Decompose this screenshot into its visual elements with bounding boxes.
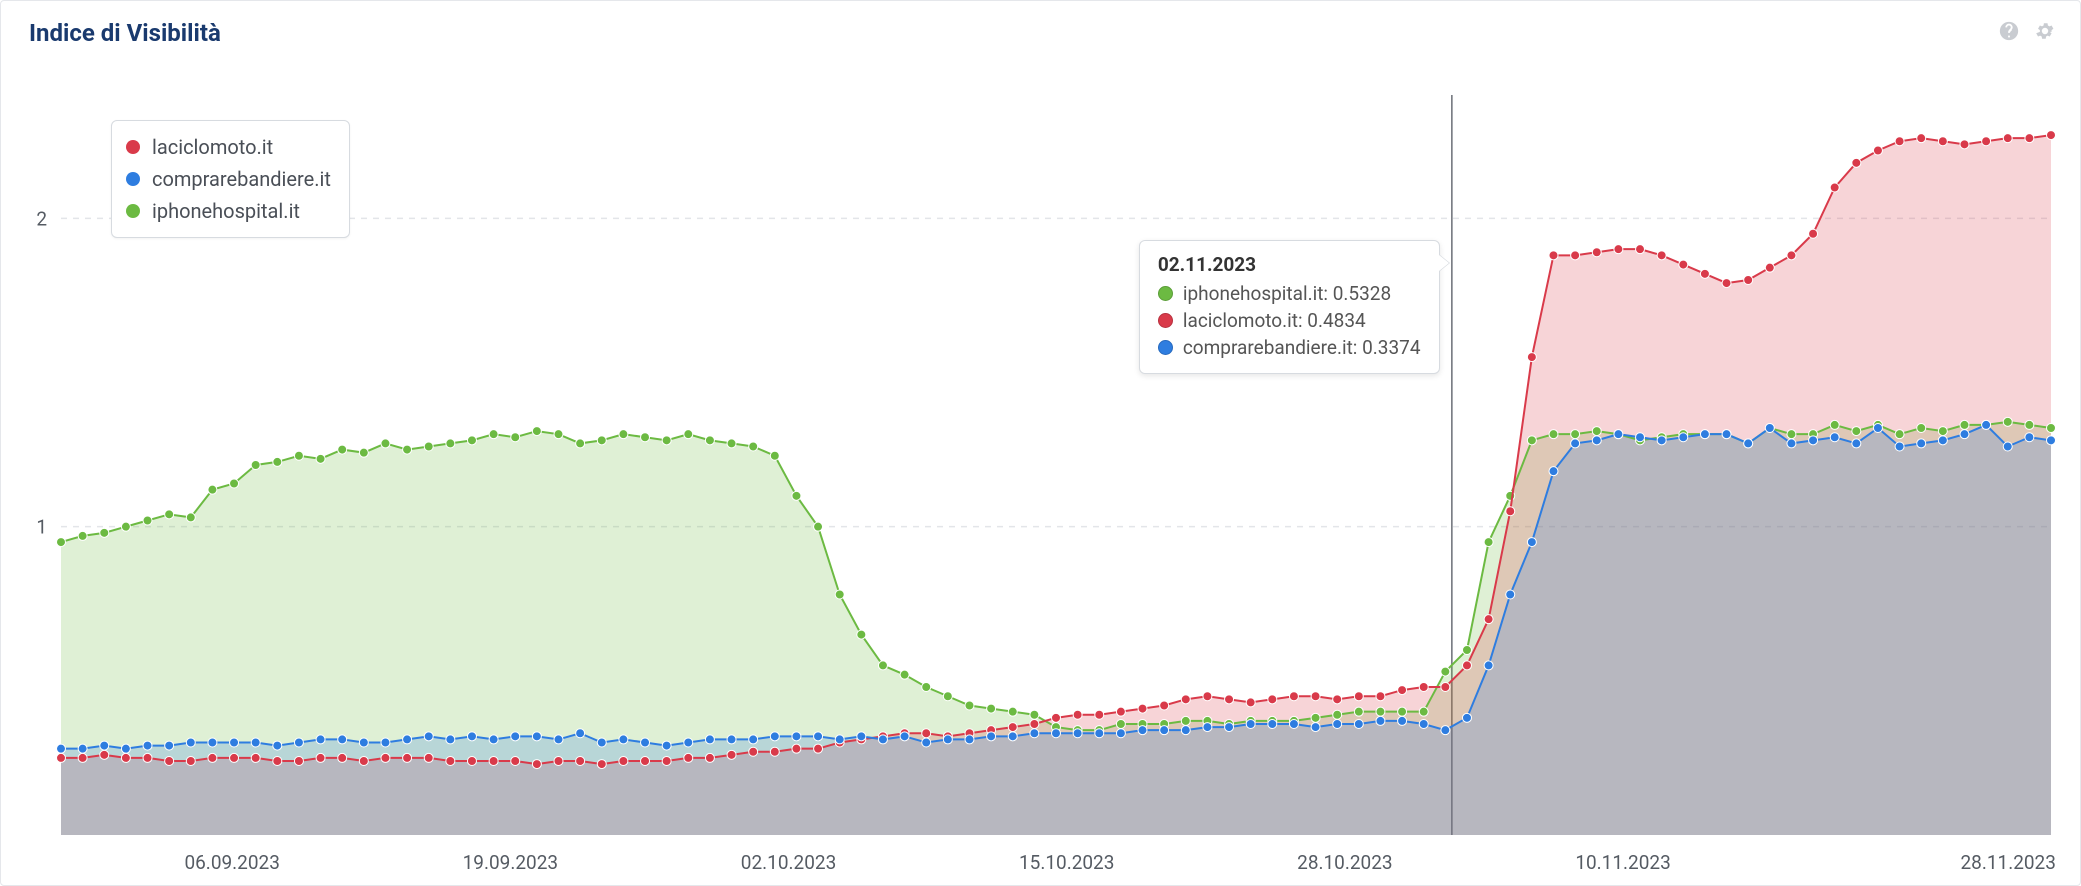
tooltip-row: laciclomoto.it: 0.4834: [1158, 307, 1421, 334]
legend-label: laciclomoto.it: [152, 135, 273, 159]
legend-item[interactable]: laciclomoto.it: [126, 131, 331, 163]
svg-text:2: 2: [36, 207, 47, 230]
legend-item[interactable]: iphonehospital.it: [126, 195, 331, 227]
legend-label: iphonehospital.it: [152, 199, 300, 223]
chart-area: 1 2 06.09.2023 19.09.2023 02.10.2023 15.10.20…: [1, 55, 2080, 885]
gear-icon[interactable]: [2034, 20, 2056, 46]
svg-text:15.10.2023: 15.10.2023: [1019, 851, 1114, 874]
svg-text:02.10.2023: 02.10.2023: [741, 851, 836, 874]
tooltip-arrow-icon: [1439, 255, 1449, 271]
svg-text:1: 1: [36, 516, 47, 539]
tooltip-value: comprarebandiere.it: 0.3374: [1183, 336, 1421, 359]
svg-text:10.11.2023: 10.11.2023: [1575, 851, 1670, 874]
visibility-card: Indice di Visibilità 1 2 06.09.2023 19.09.2…: [0, 0, 2081, 886]
help-icon[interactable]: [1998, 20, 2020, 46]
tooltip-dot-icon: [1158, 340, 1173, 355]
legend-dot-icon: [126, 140, 140, 154]
tooltip-date: 02.11.2023: [1158, 253, 1421, 276]
legend-label: comprarebandiere.it: [152, 167, 331, 191]
legend: laciclomoto.it comprarebandiere.it iphon…: [111, 120, 350, 238]
legend-dot-icon: [126, 172, 140, 186]
tooltip-row: iphonehospital.it: 0.5328: [1158, 280, 1421, 307]
card-actions: [1998, 20, 2056, 46]
tooltip-dot-icon: [1158, 313, 1173, 328]
tooltip-value: laciclomoto.it: 0.4834: [1183, 309, 1366, 332]
svg-text:06.09.2023: 06.09.2023: [184, 851, 279, 874]
chart-tooltip: 02.11.2023 iphonehospital.it: 0.5328 lac…: [1139, 240, 1440, 374]
svg-text:28.11.2023: 28.11.2023: [1960, 851, 2055, 874]
tooltip-row: comprarebandiere.it: 0.3374: [1158, 334, 1421, 361]
svg-text:19.09.2023: 19.09.2023: [463, 851, 558, 874]
legend-dot-icon: [126, 204, 140, 218]
tooltip-dot-icon: [1158, 286, 1173, 301]
card-header: Indice di Visibilità: [1, 1, 2080, 55]
legend-item[interactable]: comprarebandiere.it: [126, 163, 331, 195]
svg-text:28.10.2023: 28.10.2023: [1297, 851, 1392, 874]
card-title: Indice di Visibilità: [29, 19, 221, 47]
tooltip-value: iphonehospital.it: 0.5328: [1183, 282, 1391, 305]
